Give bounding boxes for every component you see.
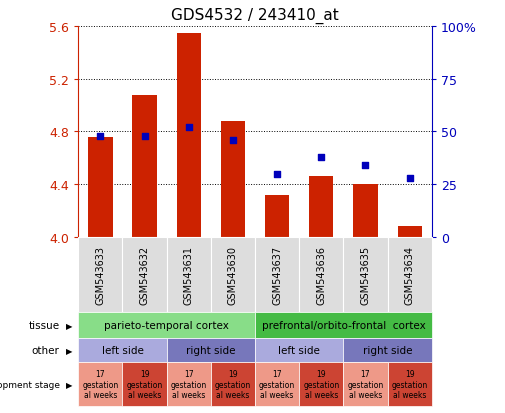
Text: ▶: ▶: [66, 380, 72, 389]
Text: GSM543630: GSM543630: [228, 245, 238, 304]
Bar: [354, 185, 378, 237]
Point: [273, 171, 281, 178]
Point: [406, 175, 414, 182]
Text: GSM543634: GSM543634: [405, 245, 415, 304]
Bar: [265, 195, 289, 237]
Text: 19
gestation
al weeks: 19 gestation al weeks: [215, 369, 251, 399]
Text: GSM543635: GSM543635: [361, 245, 371, 304]
Text: 17
gestation
al weeks: 17 gestation al weeks: [171, 369, 207, 399]
Text: parieto-temporal cortex: parieto-temporal cortex: [104, 320, 229, 330]
Text: ▶: ▶: [66, 321, 72, 330]
Text: tissue: tissue: [28, 320, 60, 330]
Text: development stage: development stage: [0, 380, 60, 389]
Text: right side: right side: [186, 345, 236, 355]
Text: left side: left side: [102, 345, 143, 355]
Text: GSM543637: GSM543637: [272, 245, 282, 304]
Point: [185, 125, 193, 131]
Text: other: other: [32, 345, 60, 355]
Bar: [132, 95, 157, 237]
Text: GSM543636: GSM543636: [316, 245, 326, 304]
Point: [229, 137, 237, 144]
Text: GSM543633: GSM543633: [95, 245, 106, 304]
Text: 19
gestation
al weeks: 19 gestation al weeks: [391, 369, 428, 399]
Text: prefrontal/orbito-frontal  cortex: prefrontal/orbito-frontal cortex: [262, 320, 425, 330]
Text: 17
gestation
al weeks: 17 gestation al weeks: [259, 369, 295, 399]
Text: 19
gestation
al weeks: 19 gestation al weeks: [303, 369, 339, 399]
Text: ▶: ▶: [66, 346, 72, 355]
Point: [140, 133, 148, 140]
Text: GSM543632: GSM543632: [139, 245, 149, 304]
Bar: [177, 33, 201, 237]
Text: 17
gestation
al weeks: 17 gestation al weeks: [82, 369, 119, 399]
Bar: [397, 227, 422, 237]
Bar: [221, 122, 245, 237]
Point: [96, 133, 105, 140]
Text: 19
gestation
al weeks: 19 gestation al weeks: [126, 369, 163, 399]
Bar: [309, 177, 333, 237]
Text: right side: right side: [363, 345, 413, 355]
Text: left side: left side: [278, 345, 320, 355]
Title: GDS4532 / 243410_at: GDS4532 / 243410_at: [171, 8, 339, 24]
Point: [362, 163, 370, 169]
Text: GSM543631: GSM543631: [184, 245, 194, 304]
Bar: [88, 138, 113, 237]
Point: [317, 154, 325, 161]
Text: 17
gestation
al weeks: 17 gestation al weeks: [347, 369, 384, 399]
